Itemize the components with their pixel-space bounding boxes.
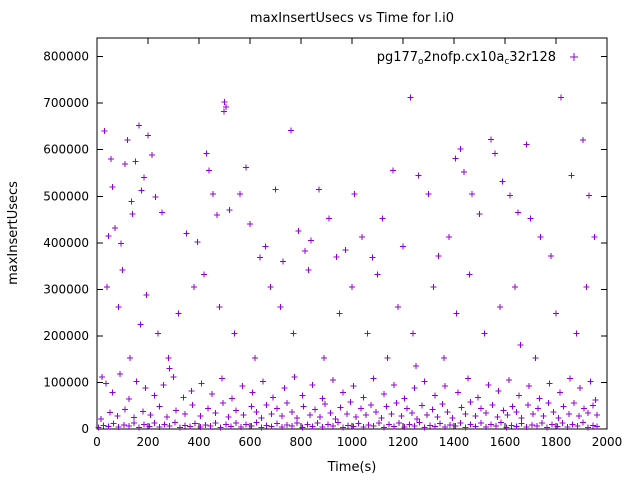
x-tick-label: 400 (188, 435, 211, 449)
legend-label: pg177o2nofp.cx10ac32r128 (377, 50, 556, 67)
y-tick-label: 700000 (43, 96, 89, 110)
axes: 0 200 400 600 800 1000 1200 1400 1600 1800 2000 0 10… (43, 37, 623, 449)
y-tick-label: 600000 (43, 143, 89, 157)
data-points (95, 94, 600, 431)
x-tick-label: 1800 (541, 435, 572, 449)
x-tick-label: 800 (290, 435, 313, 449)
x-axis-label: Time(s) (327, 460, 377, 475)
y-tick-label: 300000 (43, 282, 89, 296)
x-tick-label: 2000 (592, 435, 623, 449)
x-tick-label: 1200 (388, 435, 419, 449)
x-tick-label: 1600 (490, 435, 521, 449)
chart-title: maxInsertUsecs vs Time for l.i0 (250, 11, 454, 26)
legend: pg177o2nofp.cx10ac32r128 (377, 50, 578, 67)
x-tick-label: 0 (93, 435, 101, 449)
y-tick-label: 500000 (43, 189, 89, 203)
x-tick-label: 600 (239, 435, 262, 449)
x-tick-label: 1400 (439, 435, 470, 449)
y-tick-label: 400000 (43, 236, 89, 250)
y-tick-label: 100000 (43, 375, 89, 389)
y-axis-label: maxInsertUsecs (6, 181, 21, 285)
y-tick-label: 200000 (43, 329, 89, 343)
y-tick-label: 0 (81, 422, 89, 436)
plot-frame (96, 37, 608, 430)
legend-marker-icon (570, 53, 578, 61)
series-markers (95, 94, 600, 431)
x-tick-label: 1000 (337, 435, 368, 449)
x-tick-label: 200 (137, 435, 160, 449)
y-tick-label: 800000 (43, 50, 89, 64)
